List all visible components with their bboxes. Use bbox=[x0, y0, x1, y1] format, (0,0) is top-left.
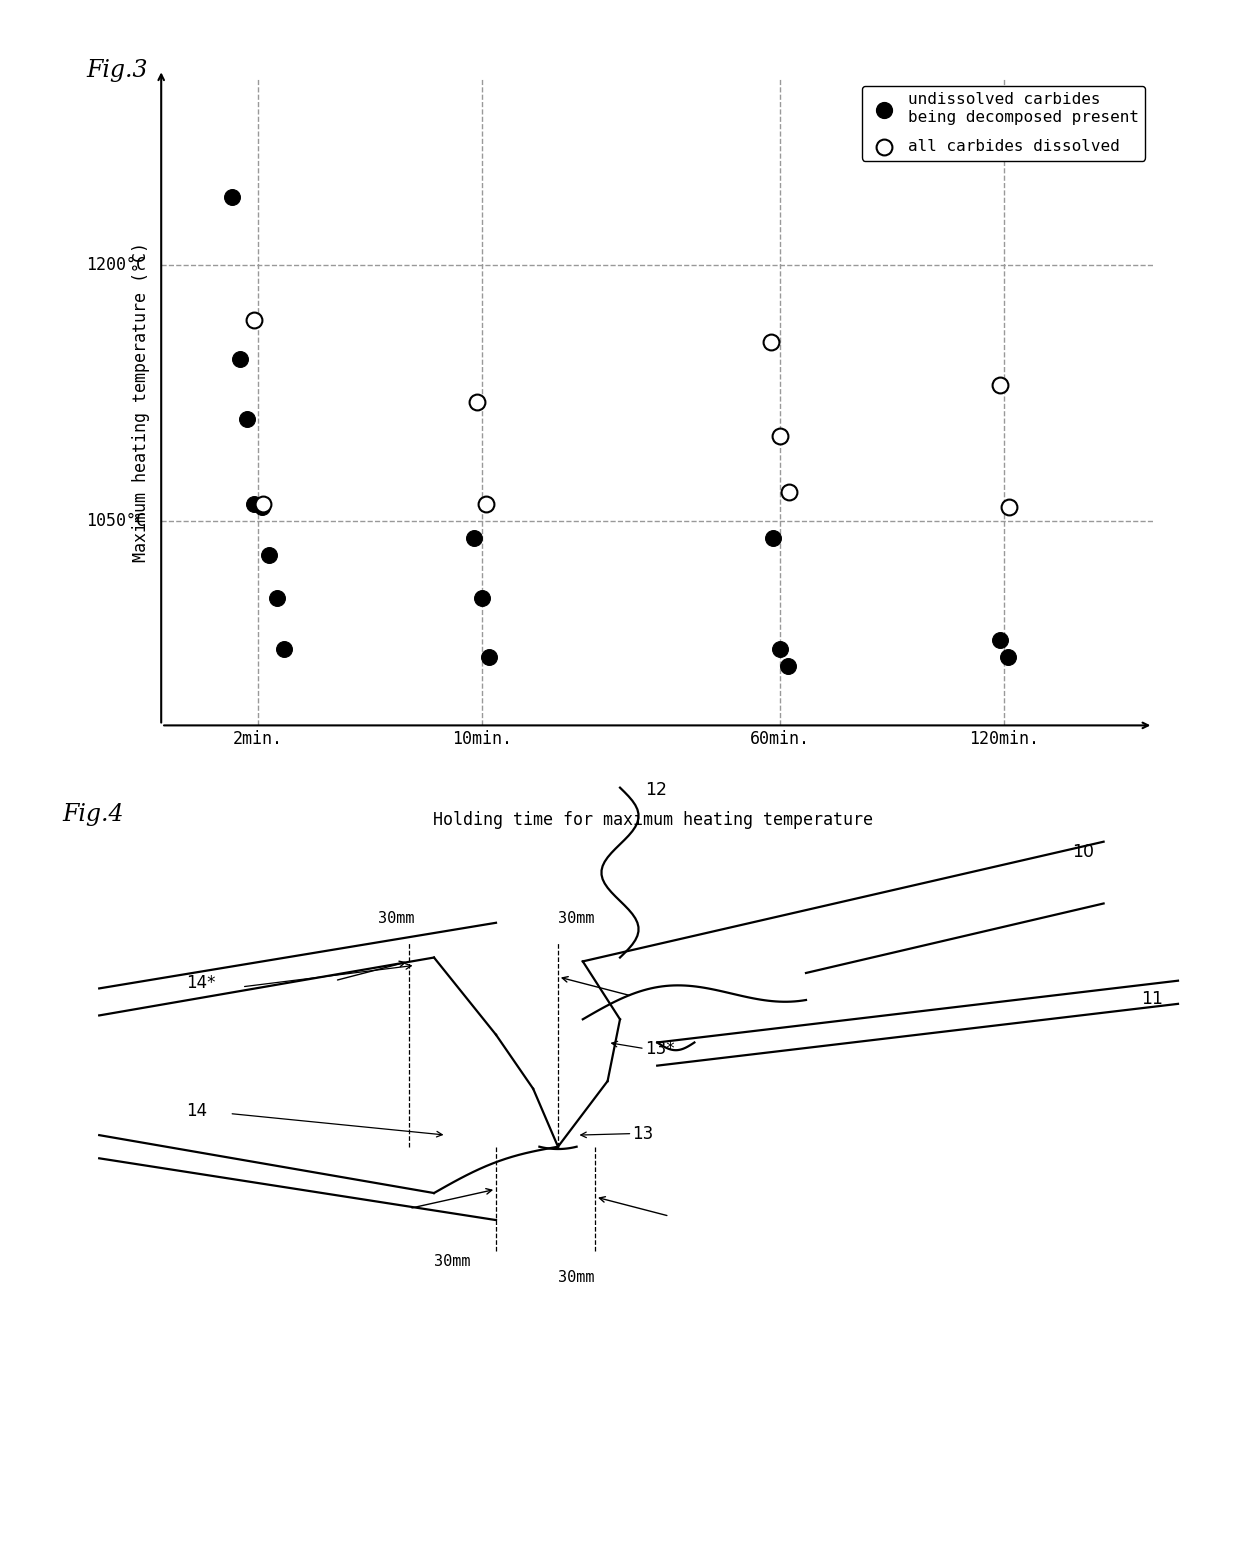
Point bbox=[274, 636, 294, 661]
Point bbox=[229, 346, 249, 371]
Point bbox=[770, 636, 790, 661]
Point bbox=[990, 373, 1009, 398]
Point bbox=[253, 491, 273, 516]
Point bbox=[998, 644, 1018, 669]
Text: 13: 13 bbox=[632, 1125, 653, 1143]
Text: 11: 11 bbox=[1141, 991, 1163, 1008]
Text: 10: 10 bbox=[1073, 842, 1095, 861]
Point bbox=[777, 654, 797, 679]
Point bbox=[770, 423, 790, 448]
Point bbox=[472, 585, 492, 610]
Text: Fig.4: Fig.4 bbox=[62, 803, 124, 827]
Point bbox=[763, 526, 782, 551]
Point bbox=[252, 495, 272, 519]
Y-axis label: Maximum heating temperature (°C): Maximum heating temperature (°C) bbox=[133, 242, 150, 562]
Point bbox=[222, 184, 242, 209]
Text: 30mm: 30mm bbox=[558, 911, 594, 925]
Text: 30mm: 30mm bbox=[558, 1270, 594, 1285]
Point bbox=[480, 644, 500, 669]
Point bbox=[476, 491, 496, 516]
Text: Holding time for maximum heating temperature: Holding time for maximum heating tempera… bbox=[434, 811, 873, 828]
Point bbox=[237, 406, 257, 431]
Point bbox=[779, 479, 799, 504]
Point bbox=[259, 543, 279, 568]
Text: 1200°C: 1200°C bbox=[87, 256, 146, 275]
Point bbox=[998, 495, 1018, 519]
Text: 1050°C: 1050°C bbox=[87, 512, 146, 530]
Legend: undissolved carbides
being decomposed present, all carbides dissolved: undissolved carbides being decomposed pr… bbox=[862, 86, 1146, 161]
Text: 14*: 14* bbox=[186, 975, 216, 992]
Point bbox=[244, 491, 264, 516]
Text: 12: 12 bbox=[645, 782, 667, 799]
Point bbox=[244, 307, 264, 332]
Text: 30mm: 30mm bbox=[378, 911, 414, 925]
Point bbox=[761, 329, 781, 354]
Text: 30mm: 30mm bbox=[434, 1254, 470, 1270]
Point bbox=[267, 585, 286, 610]
Point bbox=[467, 388, 487, 413]
Text: Fig.3: Fig.3 bbox=[87, 59, 149, 83]
Text: 14: 14 bbox=[186, 1101, 207, 1120]
Point bbox=[991, 627, 1011, 652]
Text: 13*: 13* bbox=[645, 1041, 675, 1058]
Point bbox=[465, 526, 485, 551]
